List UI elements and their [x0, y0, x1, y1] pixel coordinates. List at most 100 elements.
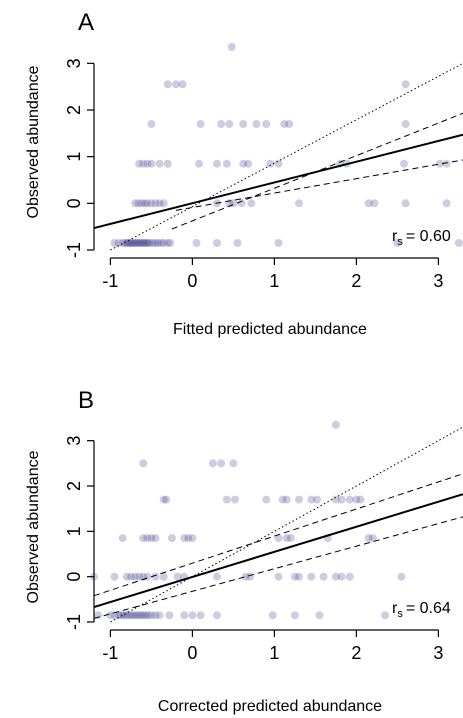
panel-a-data-point — [159, 239, 168, 247]
panel-b-data-point — [188, 611, 197, 620]
panel-a-data-point — [274, 159, 283, 168]
panel-b-data-point — [381, 611, 390, 620]
panel-b-data-point — [167, 534, 176, 543]
panel-b-data-point — [159, 495, 168, 504]
panel-b-data-point — [245, 572, 254, 581]
panel-b-x-tick-label: 1 — [269, 643, 279, 663]
panel-b-data-point — [114, 611, 123, 620]
panel-a-data-point — [213, 159, 221, 168]
panel-a-data-point — [143, 159, 152, 168]
panel-b-data-point — [337, 572, 346, 581]
panel-b-data-point — [196, 611, 205, 620]
panel-b-data-point — [295, 495, 303, 504]
panel-b-data-point — [136, 611, 145, 620]
panel-a-data-point — [144, 239, 153, 247]
panel-a-data-point — [401, 199, 410, 208]
panel-b-ci-lower-line — [93, 516, 463, 619]
panel-b-data-point — [131, 572, 139, 581]
panel-b-data-point — [151, 611, 160, 620]
panel-b-fit-line — [93, 493, 463, 608]
panel-b-data-point — [162, 495, 171, 504]
panel-a-x-tick-label: 3 — [433, 271, 443, 291]
panel-a-data-point — [237, 199, 246, 208]
panel-a-data-point — [159, 199, 168, 208]
panel-b-data-point — [94, 611, 103, 620]
panel-b-ci-upper-line — [93, 473, 463, 597]
panel-a-data-point — [135, 159, 144, 168]
panel-a-data-point — [155, 199, 164, 208]
panel-a-data-point — [295, 199, 303, 208]
panel-b-data-point — [286, 534, 295, 543]
panel-b-data-point — [173, 572, 182, 581]
panel-b-data-point — [151, 534, 160, 543]
panel-b-data-point — [155, 611, 164, 620]
panel-b-data-point — [122, 611, 130, 620]
panel-b-data-point — [282, 495, 291, 504]
panel-a-data-point — [233, 239, 242, 247]
panel-a-data-point — [400, 159, 408, 168]
panel-b-data-point — [144, 611, 153, 620]
panel-b-data-point — [331, 495, 340, 504]
panel-a-data-point — [192, 239, 201, 247]
panel-b-data-point — [217, 459, 226, 468]
panel-a-xlabel: Fitted predicted abundance — [173, 321, 367, 338]
panel-a-axes: -1 0 1 2 3 -1 0 1 2 3 — [64, 58, 443, 291]
panel-b-data-point — [213, 611, 221, 620]
panel-a-data-point — [134, 199, 143, 208]
panel-a-identity-line — [110, 62, 463, 251]
panel-a-data-point — [140, 239, 149, 247]
panel-b-rs-value: = 0.64 — [406, 600, 451, 617]
panel-b-data-point — [129, 611, 138, 620]
panel-b-data-point — [139, 611, 148, 620]
panel-b-data-point — [313, 495, 321, 504]
panel-a-data-point — [225, 120, 234, 128]
panel-a-ci-lower-line — [175, 159, 463, 211]
panel-a-data-point — [239, 159, 248, 168]
panel-a-data-point — [142, 239, 151, 247]
panel-a-data-point — [280, 120, 289, 128]
panel-b-data-point — [110, 611, 119, 620]
panel-a-data-point — [121, 239, 130, 247]
panel-a-x-tick-label: 0 — [187, 271, 197, 291]
panel-a-data-point — [442, 199, 451, 208]
panel-a-y-tick-label: -1 — [64, 242, 84, 258]
panel-b-letter: B — [78, 387, 94, 414]
panel-a-points — [110, 43, 463, 247]
panel-a-data-point — [131, 199, 139, 208]
panel-b-data-point — [345, 572, 354, 581]
panel-b-x-tick-label: 0 — [187, 643, 197, 663]
panel-b-y-tick-label: 2 — [64, 481, 84, 491]
panel-a-y-tick-label: 2 — [64, 105, 84, 115]
panel-a-data-point — [163, 159, 172, 168]
panel-b-data-point — [126, 572, 135, 581]
panel-b-y-tick-label: 0 — [64, 572, 84, 582]
panel-a-rs: rs = 0.60 — [392, 228, 451, 248]
panel-b-data-point — [290, 611, 299, 620]
panel-a-data-point — [401, 80, 410, 89]
panel-a-data-point — [147, 120, 156, 128]
panel-b-data-point — [337, 495, 346, 504]
panel-a-y-tick-label: 1 — [64, 152, 84, 162]
panel-b-xlabel: Corrected predicted abundance — [158, 698, 382, 715]
panel-a-data-point — [137, 199, 146, 208]
panel-a-data-point — [262, 120, 271, 128]
panel-b-data-point — [151, 572, 160, 581]
panel-b-data-point — [147, 611, 156, 620]
panel-b-data-point — [159, 572, 168, 581]
panel-a-data-point — [145, 239, 154, 247]
panel-a-data-point — [244, 159, 253, 168]
panel-a-data-point — [454, 239, 463, 247]
panel-a-data-point — [266, 159, 275, 168]
panel-a-data-point — [172, 80, 180, 89]
panel-b-identity-line — [110, 426, 463, 623]
panel-a-data-point — [132, 239, 141, 247]
panel-a-data-point — [393, 239, 402, 247]
panel-a-rs-value: = 0.60 — [406, 228, 451, 245]
panel-a-data-point — [147, 199, 156, 208]
panel-a-y-tick-label: 3 — [64, 58, 84, 68]
panel-a-data-point — [149, 239, 157, 247]
panel-a-data-point — [163, 80, 172, 89]
panel-b-y-tick-label: 3 — [64, 436, 84, 446]
panel-a-data-point — [131, 239, 139, 247]
